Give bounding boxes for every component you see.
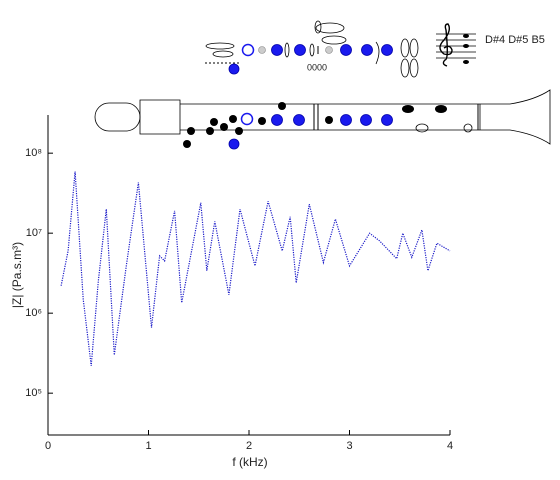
x-tick-label: 2 <box>246 440 252 452</box>
x-tick-label: 0 <box>45 440 51 452</box>
y-tick-label: 10⁷ <box>26 227 42 239</box>
impedance-curve <box>60 171 451 366</box>
x-tick-label: 3 <box>346 440 352 452</box>
x-axis-label: f (kHz) <box>232 455 267 469</box>
y-tick-label: 10⁸ <box>25 147 42 159</box>
x-tick-label: 4 <box>447 440 453 452</box>
y-tick-label: 10⁵ <box>25 387 42 399</box>
notes-annotation: D#4 D#5 B5 <box>485 34 545 46</box>
y-tick-label: 10⁶ <box>25 307 42 319</box>
fingering-diagram: D#4 D#5 B5 0000 <box>94 20 551 150</box>
x-tick-label: 1 <box>145 440 151 452</box>
key-annotation: 0000 <box>307 62 327 72</box>
y-axis-label: |Z| (Pa.s.m³) <box>10 242 24 308</box>
